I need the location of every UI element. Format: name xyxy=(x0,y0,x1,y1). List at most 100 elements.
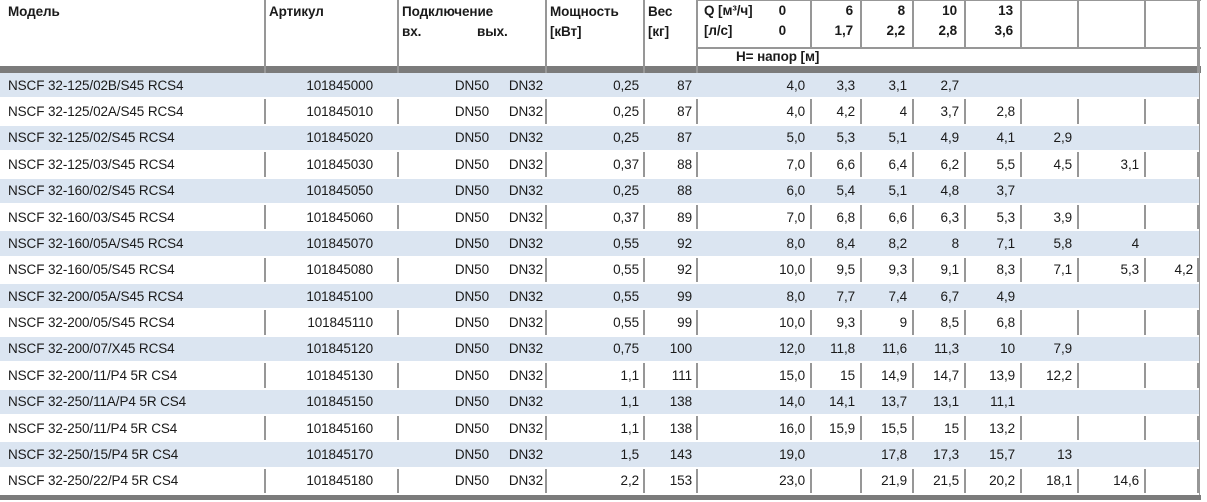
head-row-label: Н= напор [м] xyxy=(736,49,820,64)
power-cell: 0,55 xyxy=(613,262,639,278)
flow-ls-zero: 0 xyxy=(778,23,787,38)
weight-cell: 92 xyxy=(677,262,692,278)
article-cell: 101845060 xyxy=(306,209,373,225)
model-cell: NSCF 32-250/11/P4 5R CS4 xyxy=(8,420,178,436)
column-header-power: Мощность xyxy=(550,4,619,19)
head-value-cell: 12,0 xyxy=(779,341,805,357)
column-header-model: Модель xyxy=(8,4,60,19)
head-value-cell: 8,5 xyxy=(940,315,960,331)
inlet-dn-cell: DN50 xyxy=(454,183,489,199)
head-value-cell: 6,4 xyxy=(888,156,908,172)
head-value-cell: 10 xyxy=(1000,341,1015,357)
head-value-cell: 7,7 xyxy=(836,288,856,304)
weight-cell: 88 xyxy=(677,183,692,199)
head-value-cell xyxy=(1078,390,1145,414)
weight-cell: 143 xyxy=(669,446,692,462)
power-cell: 0,75 xyxy=(613,341,639,357)
table-row: NSCF 32-125/02A/S45 RCS4 101845010 DN50 … xyxy=(0,99,1199,126)
column-header-power-unit: [кВт] xyxy=(550,24,582,39)
head-value-cell: 14,7 xyxy=(933,367,959,383)
outlet-dn-cell: DN32 xyxy=(508,315,543,331)
power-cell: 1,1 xyxy=(620,420,640,436)
model-cell: NSCF 32-125/03/S45 RCS4 xyxy=(8,156,175,172)
head-value-cell xyxy=(1145,416,1199,440)
header-separator-bar xyxy=(0,66,1201,73)
head-value-cell: 3,1 xyxy=(1120,156,1140,172)
head-value-cell: 10,0 xyxy=(779,315,805,331)
head-value-cell xyxy=(1078,126,1145,150)
head-value-cell: 3,7 xyxy=(996,183,1016,199)
head-value-cell: 9,1 xyxy=(940,262,960,278)
model-cell: NSCF 32-160/05/S45 RCS4 xyxy=(8,262,175,278)
head-value-cell xyxy=(1145,390,1199,414)
inlet-dn-cell: DN50 xyxy=(454,446,489,462)
article-cell: 101845180 xyxy=(306,473,373,489)
power-cell: 0,25 xyxy=(613,77,639,93)
head-value-cell xyxy=(1145,469,1199,493)
article-cell: 101845080 xyxy=(306,262,373,278)
weight-cell: 87 xyxy=(677,77,692,93)
article-cell: 101845050 xyxy=(306,183,373,199)
flow-column-divider xyxy=(860,0,862,47)
column-header-connection: Подключение xyxy=(402,4,494,19)
head-value-cell: 5,3 xyxy=(1120,262,1140,278)
model-cell: NSCF 32-125/02A/S45 RCS4 xyxy=(8,104,184,120)
outlet-dn-cell: DN32 xyxy=(508,183,543,199)
article-cell: 101845150 xyxy=(306,394,373,410)
weight-cell: 88 xyxy=(677,156,692,172)
head-value-cell: 8 xyxy=(951,235,960,251)
head-value-cell xyxy=(1021,99,1078,123)
outlet-dn-cell: DN32 xyxy=(508,130,543,146)
outlet-dn-cell: DN32 xyxy=(508,288,543,304)
head-value-cell xyxy=(1078,310,1145,334)
weight-cell: 138 xyxy=(669,420,692,436)
model-cell: NSCF 32-250/15/P4 5R CS4 xyxy=(8,446,179,462)
table-row: NSCF 32-160/05A/S45 RCS4 101845070 DN50 … xyxy=(0,231,1199,258)
head-value-cell: 15 xyxy=(944,420,959,436)
model-cell: NSCF 32-125/02/S45 RCS4 xyxy=(8,130,175,146)
table-row: NSCF 32-250/22/P4 5R CS4 101845180 DN50 … xyxy=(0,469,1199,495)
flow-m3h-value: 10 xyxy=(942,3,957,18)
outlet-dn-cell: DN32 xyxy=(508,156,543,172)
head-value-cell: 9,3 xyxy=(836,315,856,331)
power-cell: 0,37 xyxy=(613,209,639,225)
flow-column-divider xyxy=(1144,0,1146,47)
weight-cell: 153 xyxy=(669,473,692,489)
flow-ls-value: 2,2 xyxy=(886,23,906,38)
head-value-cell: 6,7 xyxy=(940,288,960,304)
flow-m3h-value: 13 xyxy=(998,3,1013,18)
head-value-cell: 2,9 xyxy=(1053,130,1073,146)
flow-column-divider xyxy=(810,0,812,47)
model-cell: NSCF 32-250/22/P4 5R CS4 xyxy=(8,473,179,489)
outlet-dn-cell: DN32 xyxy=(508,446,543,462)
head-value-cell xyxy=(1145,363,1199,387)
head-value-cell: 18,1 xyxy=(1046,473,1072,489)
head-value-cell xyxy=(1021,390,1078,414)
outlet-dn-cell: DN32 xyxy=(508,367,543,383)
head-value-cell xyxy=(1078,363,1145,387)
power-cell: 1,5 xyxy=(620,446,640,462)
inlet-dn-cell: DN50 xyxy=(454,156,489,172)
head-value-cell xyxy=(1078,284,1145,308)
head-value-cell: 4,0 xyxy=(786,104,806,120)
bottom-separator-bar xyxy=(0,495,1201,500)
inlet-dn-cell: DN50 xyxy=(454,341,489,357)
head-value-cell xyxy=(811,469,861,493)
head-value-cell: 6,8 xyxy=(836,209,856,225)
head-value-cell: 4,9 xyxy=(996,288,1016,304)
head-value-cell: 5,3 xyxy=(836,130,856,146)
article-cell: 101845110 xyxy=(307,315,373,331)
head-value-cell xyxy=(1021,284,1078,308)
flow-header-mid-border xyxy=(696,47,1201,49)
power-cell: 0,25 xyxy=(613,104,639,120)
head-value-cell: 8,3 xyxy=(996,262,1016,278)
outlet-dn-cell: DN32 xyxy=(508,235,543,251)
table-row: NSCF 32-200/05A/S45 RCS4 101845100 DN50 … xyxy=(0,284,1199,311)
head-value-cell: 6,8 xyxy=(996,315,1016,331)
head-value-cell: 15,9 xyxy=(829,420,855,436)
column-header-weight: Вес xyxy=(648,4,673,19)
inlet-dn-cell: DN50 xyxy=(454,315,489,331)
inlet-dn-cell: DN50 xyxy=(454,235,489,251)
model-cell: NSCF 32-200/07/X45 RCS4 xyxy=(8,341,175,357)
